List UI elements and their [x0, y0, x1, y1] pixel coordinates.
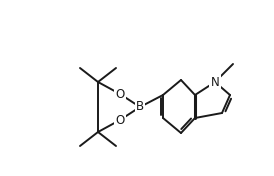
- Text: O: O: [115, 114, 125, 127]
- Text: O: O: [115, 87, 125, 100]
- Text: B: B: [136, 100, 144, 114]
- Text: N: N: [211, 76, 219, 89]
